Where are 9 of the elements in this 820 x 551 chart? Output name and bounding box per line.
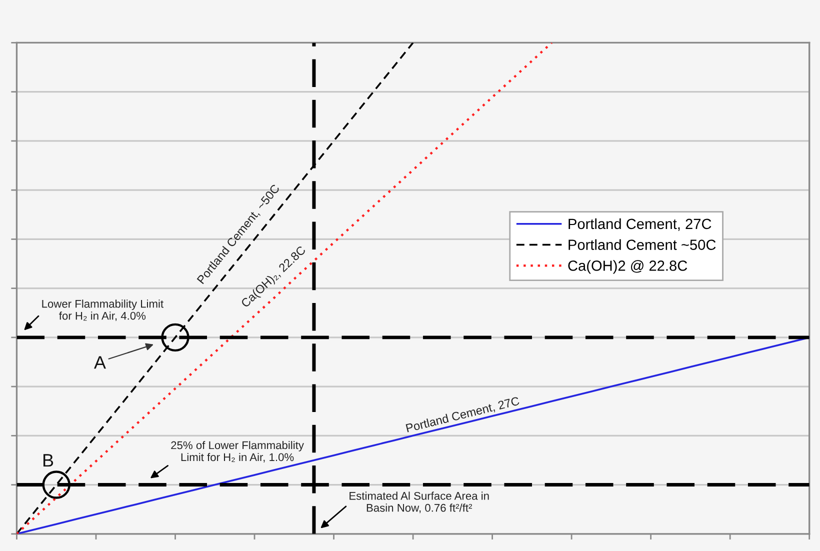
annotation: A bbox=[94, 356, 106, 369]
legend-label: Portland Cement, 27C bbox=[568, 218, 712, 231]
annotation: Portland Cement, 27C bbox=[406, 396, 520, 434]
legend-label: Portland Cement ~50C bbox=[568, 239, 716, 250]
ref-line-label: 25% of Lower Flammability Limit for H₂ in Air, 1.0% bbox=[171, 440, 304, 462]
ref-line-label: Lower Flammability Limit for H₂ in Air, 4.0% bbox=[42, 300, 164, 322]
annotation: Estimated Al Surface Area in Basin Now, 0.76 ft²/ft² bbox=[350, 492, 489, 514]
annotation: B bbox=[43, 454, 54, 467]
legend-label: Ca(OH)2 @ 22.8C bbox=[568, 260, 688, 274]
